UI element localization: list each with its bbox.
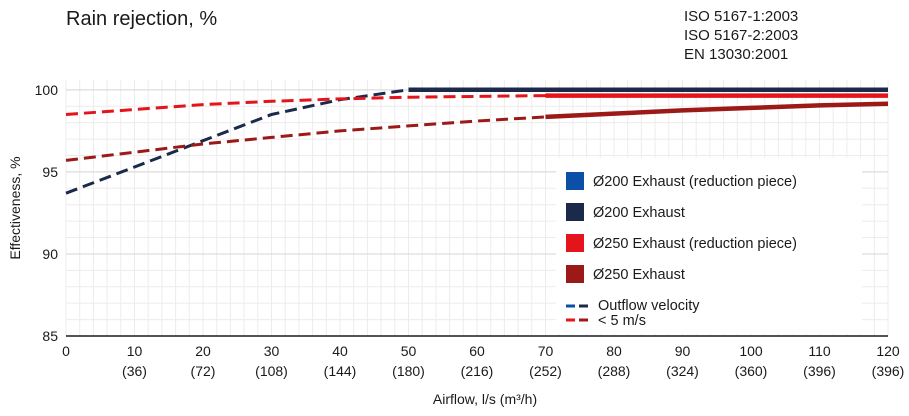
y-tick-label: 95 (42, 164, 58, 180)
x-tick-label: 30 (264, 343, 280, 359)
x-tick-label: 100 (739, 343, 763, 359)
legend-swatch (566, 172, 584, 190)
x-tick-label-secondary: (108) (255, 363, 288, 379)
legend-label: Ø200 Exhaust (593, 205, 685, 221)
y-tick-label: 90 (42, 246, 58, 262)
standard-line-3: EN 13030:2001 (684, 46, 789, 63)
x-tick-label-secondary: (360) (735, 363, 768, 379)
legend-swatch (566, 234, 584, 252)
chart-title: Rain rejection, % (66, 8, 218, 30)
x-tick-label: 20 (195, 343, 211, 359)
x-tick-label-secondary: (288) (598, 363, 631, 379)
x-tick-label-secondary: (144) (324, 363, 357, 379)
series-line-solid (545, 101, 889, 120)
legend-swatch (566, 265, 584, 283)
legend-label: Ø250 Exhaust (reduction piece) (593, 236, 797, 252)
series-line-dashed (65, 94, 546, 116)
legend-swatch (566, 203, 584, 221)
legend-dash-label: Outflow velocity (598, 298, 700, 314)
legend-dash-label: < 5 m/s (598, 313, 646, 329)
y-tick-label: 100 (35, 82, 59, 98)
x-tick-label: 80 (606, 343, 622, 359)
series-line-dashed (65, 115, 546, 162)
x-tick-label-secondary: (72) (191, 363, 216, 379)
x-tick-label-secondary: (396) (803, 363, 836, 379)
x-tick-label-secondary: (36) (122, 363, 147, 379)
series-line-dashed (65, 88, 409, 195)
x-tick-label: 90 (675, 343, 691, 359)
y-axis-label: Effectiveness, % (7, 156, 23, 259)
x-tick-label: 110 (808, 343, 831, 359)
x-axis-label: Airflow, l/s (m³/h) (433, 391, 537, 407)
standard-line-2: ISO 5167-2:2003 (684, 27, 799, 44)
legend-box (556, 158, 862, 334)
x-tick-label: 0 (62, 343, 70, 359)
y-tick-label: 85 (42, 328, 58, 344)
standard-line-1: ISO 5167-1:2003 (684, 8, 799, 25)
x-tick-label: 40 (332, 343, 348, 359)
x-tick-label: 50 (401, 343, 417, 359)
x-tick-label: 70 (538, 343, 554, 359)
series-layer (65, 87, 889, 195)
legend: Ø200 Exhaust (reduction piece) Ø200 Exhau… (556, 158, 862, 334)
x-tick-label-secondary: (396) (872, 363, 905, 379)
axes-layer: 85 90 95 100 0 10 (36) 20 (72) 30 (108) 40 (144) 50 (1… (7, 82, 904, 407)
x-tick-label-secondary: (324) (666, 363, 699, 379)
x-tick-label: 60 (469, 343, 485, 359)
x-tick-label-secondary: (180) (392, 363, 425, 379)
x-tick-label-secondary: (252) (529, 363, 562, 379)
x-tick-label: 10 (127, 343, 143, 359)
legend-label: Ø200 Exhaust (reduction piece) (593, 174, 797, 190)
legend-label: Ø250 Exhaust (593, 267, 685, 283)
x-tick-label-secondary: (216) (461, 363, 494, 379)
x-tick-label: 120 (876, 343, 900, 359)
